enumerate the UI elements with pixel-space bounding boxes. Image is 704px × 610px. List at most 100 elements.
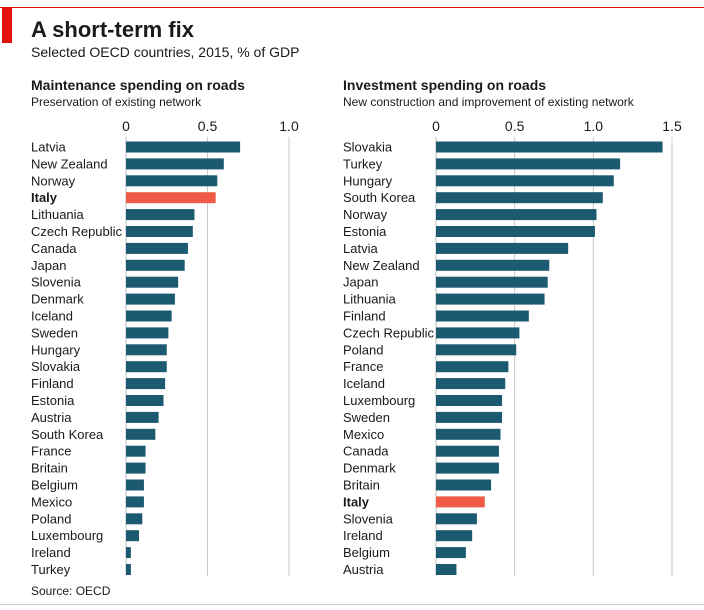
category-label: Britain [343,478,380,493]
category-label: New Zealand [31,156,108,171]
category-label: Hungary [343,173,393,188]
category-label: Austria [31,410,72,425]
category-label: France [343,359,383,374]
category-label: New Zealand [343,258,420,273]
category-label: Latvia [343,241,378,256]
bar [436,141,663,153]
bar [126,445,146,457]
bar [126,479,144,491]
category-label: Iceland [31,309,73,324]
chart-subtitle: Selected OECD countries, 2015, % of GDP [31,44,300,60]
bar [126,462,146,474]
category-label: Norway [343,207,388,222]
category-label: Poland [31,511,71,526]
x-tick-label: 0.5 [198,118,218,134]
bottom-rule [0,604,704,605]
bar [126,411,159,423]
category-label: Italy [343,494,370,509]
bar [126,175,218,187]
bar [436,327,520,339]
bar [436,411,503,423]
bar [436,226,595,237]
category-label: Lithuania [31,207,85,222]
category-label: Slovenia [343,511,394,526]
bar [126,327,169,339]
bar [436,428,501,440]
category-label: Czech Republic [343,325,435,340]
category-label: Finland [31,376,74,391]
category-label: Mexico [343,427,384,442]
category-label: Slovakia [343,140,393,155]
category-label: Luxembourg [343,393,415,408]
panel-subtitle: Preservation of existing network [31,95,202,109]
category-label: Norway [31,173,76,188]
x-tick-label: 0 [122,118,130,134]
bar [436,547,466,559]
bar [436,530,473,542]
category-label: South Korea [343,190,416,205]
category-label: Canada [343,444,389,459]
bar [126,378,166,390]
bar-highlight [436,496,485,508]
category-label: Ireland [31,545,71,560]
category-label: France [31,444,71,459]
bar [126,530,140,542]
category-label: Lithuania [343,292,397,307]
bar [436,564,457,575]
panel-subtitle: New construction and improvement of exis… [343,95,635,109]
category-label: Slovakia [31,359,81,374]
category-label: Belgium [343,545,390,560]
bar [436,479,492,491]
category-label: Turkey [31,562,71,577]
bar [436,395,503,406]
category-label: Sweden [31,325,78,340]
bar [436,293,545,305]
bar [126,226,193,237]
chart-title: A short-term fix [31,17,194,42]
bar [436,310,529,322]
top-accent-rule [0,7,704,8]
bar [436,344,517,356]
bar [126,158,224,170]
category-label: Britain [31,461,68,476]
category-label: Finland [343,309,386,324]
category-label: South Korea [31,427,104,442]
bar [126,361,167,373]
category-label: Denmark [31,292,84,307]
bar [436,175,614,187]
panel-title: Maintenance spending on roads [31,77,245,93]
source-note: Source: OECD [31,584,111,598]
bar [436,378,506,390]
category-label: Canada [31,241,77,256]
bar [126,547,131,559]
bar [126,293,175,305]
bar [126,428,156,440]
category-label: Belgium [31,478,78,493]
category-label: Poland [343,342,383,357]
bar [436,158,621,170]
bar [436,445,499,457]
category-label: Slovenia [31,275,82,290]
accent-tag [2,7,12,43]
bar [436,209,597,221]
bar [436,276,548,288]
bar [126,564,131,575]
category-label: Iceland [343,376,385,391]
category-label: Mexico [31,494,72,509]
bar [126,513,143,525]
bar [126,242,188,254]
category-label: Hungary [31,342,81,357]
x-tick-label: 0 [432,118,440,134]
category-label: Czech Republic [31,224,123,239]
category-label: Italy [31,190,58,205]
bar [436,259,550,271]
bar [126,496,144,508]
bar [126,141,241,153]
bar [126,395,164,406]
x-tick-label: 1.5 [662,118,682,134]
bar-highlight [126,192,216,204]
bar [436,513,477,525]
bar [436,462,499,474]
